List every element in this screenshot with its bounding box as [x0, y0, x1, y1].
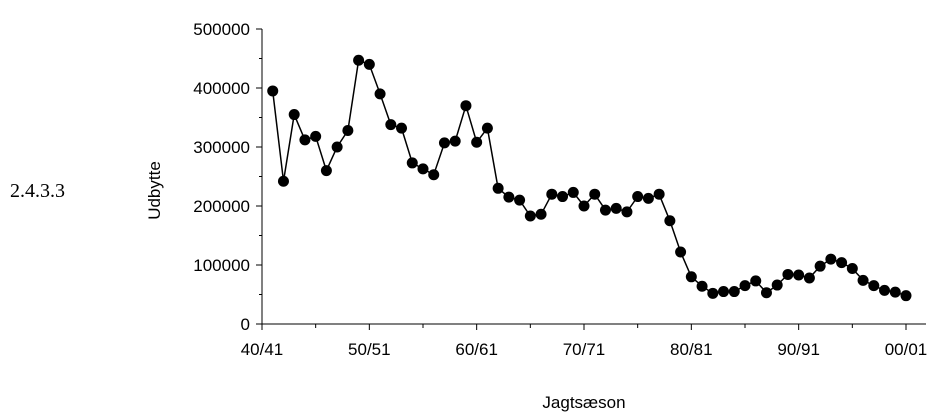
y-tick-label: 300000 — [193, 138, 250, 157]
data-point — [449, 135, 461, 147]
data-point — [685, 271, 697, 283]
data-point — [642, 192, 654, 204]
data-point — [664, 215, 676, 227]
data-point — [782, 268, 794, 280]
data-point — [535, 208, 547, 220]
data-point — [299, 134, 311, 146]
x-tick-label: 60/61 — [455, 340, 498, 359]
data-point — [481, 122, 493, 134]
series-line — [271, 59, 907, 297]
data-point — [385, 119, 397, 131]
data-point — [728, 286, 740, 298]
data-point — [438, 137, 450, 149]
x-tick-label: 70/71 — [563, 340, 606, 359]
y-axis-title: Udbytte — [145, 161, 164, 220]
data-point — [277, 175, 289, 187]
data-point — [803, 272, 815, 284]
data-point — [868, 280, 880, 292]
y-tick-label: 200000 — [193, 197, 250, 216]
data-point — [632, 191, 644, 203]
x-tick-label: 50/51 — [348, 340, 391, 359]
data-point — [320, 165, 332, 177]
data-point — [814, 260, 826, 272]
data-point — [428, 169, 440, 181]
data-point — [417, 163, 429, 175]
x-tick-label: 40/41 — [241, 340, 284, 359]
data-point — [696, 280, 708, 292]
data-point — [599, 204, 611, 216]
data-point — [578, 200, 590, 212]
data-point — [396, 122, 408, 134]
y-tick-label: 100000 — [193, 256, 250, 275]
data-point — [836, 257, 848, 269]
x-tick-label: 00/01 — [885, 340, 928, 359]
data-point — [546, 188, 558, 200]
data-point — [363, 58, 375, 70]
data-point — [471, 136, 483, 148]
section-number: 2.4.3.3 — [10, 180, 65, 202]
chart-series — [267, 54, 912, 302]
data-point — [707, 287, 719, 299]
data-point — [675, 246, 687, 258]
chart-axes — [261, 29, 926, 325]
y-tick-label: 500000 — [193, 20, 250, 39]
data-point — [503, 191, 515, 203]
y-tick-label: 0 — [241, 315, 250, 334]
data-point — [589, 188, 601, 200]
data-point — [760, 287, 772, 299]
data-point — [557, 191, 569, 203]
data-point — [846, 263, 858, 275]
data-point — [750, 275, 762, 287]
data-point — [514, 194, 526, 206]
data-point — [771, 279, 783, 291]
data-point — [889, 286, 901, 298]
data-point — [492, 182, 504, 194]
x-tick-label: 80/81 — [670, 340, 713, 359]
data-point — [524, 210, 536, 222]
data-point — [879, 284, 891, 296]
data-point — [793, 269, 805, 281]
x-axis-title: Jagtsæson — [542, 393, 625, 412]
data-point — [567, 186, 579, 198]
data-point — [406, 157, 418, 169]
data-point — [653, 188, 665, 200]
data-point — [739, 280, 751, 292]
data-point — [267, 85, 279, 97]
data-point — [825, 253, 837, 265]
data-point — [353, 54, 365, 66]
data-point — [460, 100, 472, 112]
data-point — [310, 130, 322, 142]
data-point — [374, 88, 386, 100]
data-point — [331, 141, 343, 153]
data-point — [288, 109, 300, 121]
x-tick-label: 90/91 — [777, 340, 820, 359]
data-point — [718, 286, 730, 298]
data-point — [610, 202, 622, 214]
data-point — [900, 290, 912, 302]
data-point — [857, 274, 869, 286]
chart-ticks: 0 100000 200000 300000 400000 500000 40/41 50/5… — [193, 20, 927, 359]
data-point — [342, 124, 354, 136]
y-tick-label: 400000 — [193, 79, 250, 98]
data-point — [621, 206, 633, 218]
